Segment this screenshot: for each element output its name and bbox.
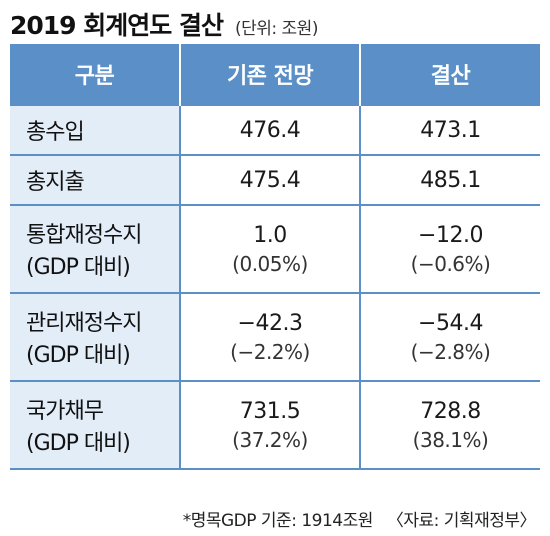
header-row: 구분 기존 전망 결산	[10, 44, 540, 105]
footnote: *명목GDP 기준: 1914조원 〈자료: 기획재정부〉	[182, 506, 537, 531]
forecast-cell: 476.4	[180, 104, 361, 155]
row-label-main: 총지출	[26, 170, 85, 195]
settlement-cell: 485.1	[360, 154, 540, 205]
settlement-table: 구분 기존 전망 결산 총수입 476.4 473.1 총지출	[10, 44, 540, 470]
header-settlement: 결산	[360, 44, 540, 105]
forecast-value: 475.4	[239, 167, 301, 193]
settlement-cell: −12.0 (−0.6%)	[360, 204, 540, 293]
table-row: 총지출 475.4 485.1	[10, 154, 540, 205]
table-row: 통합재정수지 (GDP 대비) 1.0 (0.05%) −12.0 (−0.6%…	[10, 204, 540, 293]
footnote-gdp: *명목GDP 기준: 1914조원	[182, 511, 374, 531]
table-row: 총수입 476.4 473.1	[10, 104, 540, 155]
page-title: 2019 회계연도 결산	[10, 11, 224, 40]
forecast-value: 476.4	[239, 117, 301, 143]
row-label: 총지출	[10, 154, 181, 205]
source-credit: 〈자료: 기획재정부〉	[386, 511, 537, 531]
forecast-value: 1.0	[253, 222, 287, 248]
settlement-ratio: (38.1%)	[412, 427, 489, 452]
table-row: 국가채무 (GDP 대비) 731.5 (37.2%) 728.8 (38.1%…	[10, 380, 540, 470]
row-label: 관리재정수지 (GDP 대비)	[10, 292, 181, 381]
settlement-value: 485.1	[420, 167, 481, 193]
settlement-cell: −54.4 (−2.8%)	[360, 292, 540, 381]
row-label-main: 국가채무	[26, 399, 104, 424]
settlement-ratio: (−2.8%)	[410, 339, 491, 364]
row-label: 통합재정수지 (GDP 대비)	[10, 204, 181, 293]
forecast-ratio: (37.2%)	[232, 427, 308, 452]
title-row: 2019 회계연도 결산 (단위: 조원)	[10, 6, 318, 40]
header-forecast: 기존 전망	[180, 44, 361, 105]
row-label-main: 관리재정수지	[26, 311, 142, 336]
settlement-value: 473.1	[420, 117, 481, 143]
settlement-cell: 728.8 (38.1%)	[360, 380, 540, 470]
forecast-cell: 1.0 (0.05%)	[180, 204, 361, 293]
unit-label: (단위: 조원)	[235, 19, 318, 39]
row-label-sub: (GDP 대비)	[26, 431, 131, 456]
settlement-value: −54.4	[418, 310, 483, 336]
forecast-ratio: (−2.2%)	[230, 339, 310, 364]
row-label: 총수입	[10, 104, 181, 155]
row-label: 국가채무 (GDP 대비)	[10, 380, 181, 470]
settlement-table-wrap: 구분 기존 전망 결산 총수입 476.4 473.1 총지출	[10, 44, 540, 470]
settlement-value: 728.8	[420, 398, 481, 424]
row-label-main: 총수입	[26, 120, 85, 145]
forecast-cell: 475.4	[180, 154, 361, 205]
forecast-cell: 731.5 (37.2%)	[180, 380, 361, 470]
row-label-main: 통합재정수지	[26, 223, 142, 248]
settlement-value: −12.0	[418, 222, 483, 248]
forecast-cell: −42.3 (−2.2%)	[180, 292, 361, 381]
forecast-value: −42.3	[237, 310, 303, 336]
forecast-value: 731.5	[239, 398, 301, 424]
table-row: 관리재정수지 (GDP 대비) −42.3 (−2.2%) −54.4 (−2.…	[10, 292, 540, 381]
row-label-sub: (GDP 대비)	[26, 255, 131, 280]
settlement-cell: 473.1	[360, 104, 540, 155]
forecast-ratio: (0.05%)	[232, 251, 308, 276]
header-category: 구분	[10, 44, 181, 105]
row-label-sub: (GDP 대비)	[26, 343, 131, 368]
settlement-ratio: (−0.6%)	[410, 251, 491, 276]
